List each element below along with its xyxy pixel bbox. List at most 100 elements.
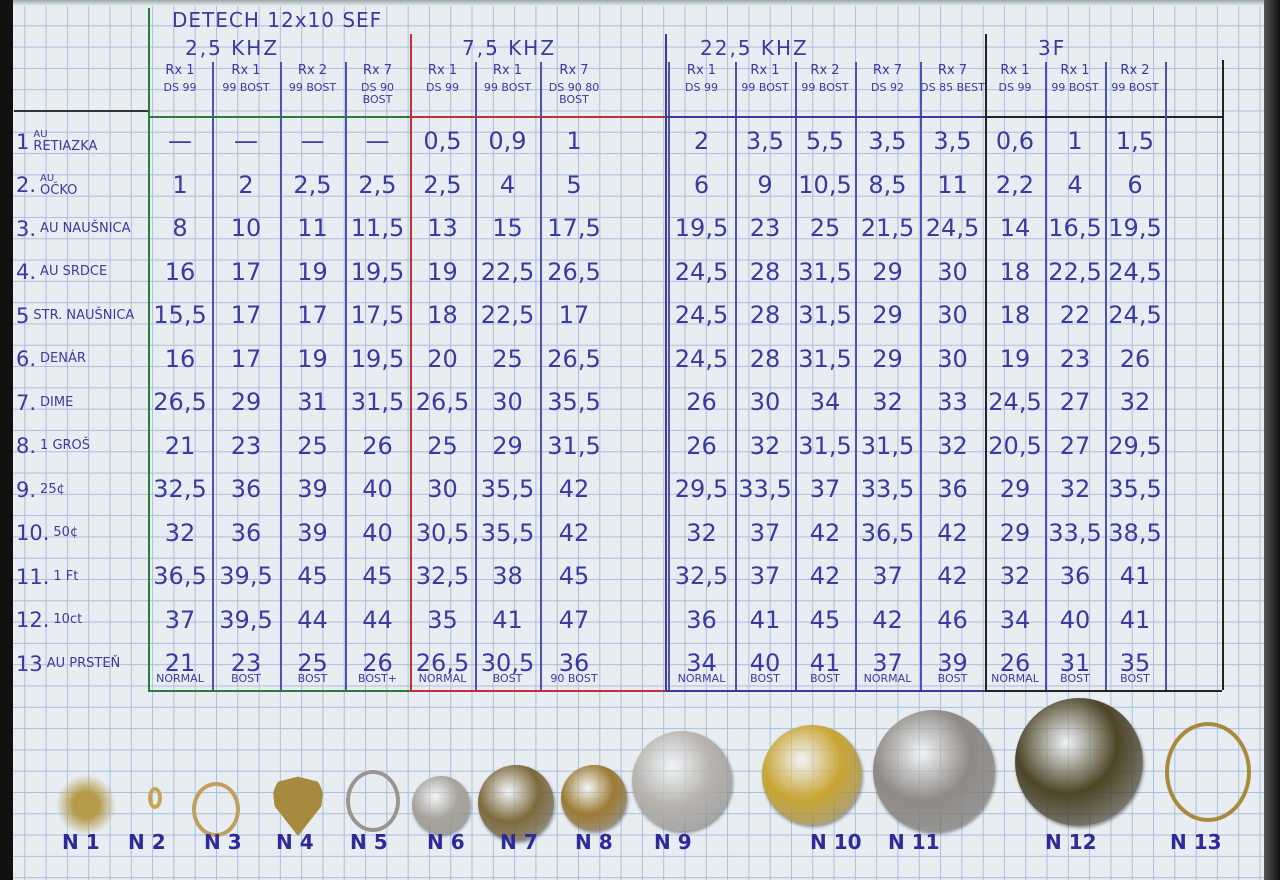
table-cell: 26,5 (415, 388, 470, 416)
table-cell: 42 (937, 562, 968, 590)
column-rx: Rx 2 (810, 63, 840, 78)
table-cell: 11 (297, 214, 328, 242)
table-cell: 39,5 (219, 562, 273, 590)
row-number: 12. (16, 608, 50, 632)
test-object-chain (55, 775, 117, 835)
table-cell: 23 (230, 649, 262, 677)
column-mode: NORMAL (418, 672, 467, 685)
table-cell: 4 (1067, 170, 1083, 199)
table-cell: 17 (558, 301, 590, 329)
table-cell: 8 (172, 214, 188, 242)
column-setting: DS 99 (685, 81, 718, 94)
row-label: 2. AU OČKO (16, 164, 144, 207)
table-cell: 25 (492, 344, 523, 373)
column-mode: 90 BOST (550, 672, 598, 685)
table-cell: 37 (809, 475, 841, 503)
table-cell: 36 (558, 649, 590, 677)
row-label: 5 STR. NAUŠNICA (16, 294, 144, 337)
group-title: 22,5 KHZ (700, 36, 809, 60)
table-cell: 44 (297, 605, 328, 634)
table-cell: 5,5 (805, 127, 845, 155)
table-cell: 32 (1119, 388, 1151, 416)
column-mode: BOST (231, 672, 261, 685)
table-cell: 6 (1127, 170, 1143, 199)
group-border-left (665, 34, 667, 690)
object-label: N 5 (350, 830, 388, 854)
column-rx: Rx 1 (750, 63, 780, 78)
object-label: N 2 (128, 830, 166, 854)
table-cell: 3,5 (868, 127, 907, 155)
table-cell: 2 (693, 127, 710, 155)
table-cell: 26 (686, 431, 717, 460)
test-object-ring (346, 770, 400, 832)
column-rx: Rx 7 (559, 63, 589, 78)
test-object-small-ring (148, 787, 162, 809)
table-cell: 24,5 (988, 388, 1042, 416)
table-cell: 27 (1059, 388, 1091, 416)
row-number: 13 (16, 651, 43, 676)
table-cell: 6 (693, 170, 710, 199)
table-cell: 26,5 (153, 388, 207, 416)
table-cell: 15 (492, 214, 523, 242)
row-label: 7. DIME (16, 381, 144, 424)
table-cell: 47 (558, 605, 590, 634)
row-name-box: DENÁR (40, 352, 86, 366)
column-mode: NORMAL (156, 672, 204, 685)
table-cell: 41 (1119, 605, 1151, 634)
column-setting: 99 BOST (741, 81, 789, 94)
table-cell: 13 (427, 214, 458, 242)
table-cell: 39 (297, 475, 328, 503)
table-cell: 22,5 (480, 257, 535, 286)
row-label: 13 AU PRSTEŇ (16, 642, 144, 685)
table-cell: 27 (1059, 431, 1091, 460)
column-setting: DS 99 (998, 81, 1032, 94)
table-cell: 31,5 (798, 301, 852, 329)
table-cell: 20,5 (988, 431, 1042, 460)
table-cell: — (234, 127, 258, 155)
column-rx: Rx 1 (427, 63, 458, 78)
test-object-coin (478, 765, 554, 841)
table-cell: 36 (1059, 562, 1091, 590)
row-name-box: 10ct (53, 613, 82, 627)
object-label: N 11 (888, 830, 940, 854)
table-cell: 39 (937, 649, 968, 677)
table-cell: 11 (937, 170, 968, 199)
test-object-coin (873, 710, 995, 832)
table-cell: 32,5 (674, 562, 729, 590)
table-cell: 24,5 (925, 214, 980, 242)
row-prefix: AU (33, 129, 48, 140)
table-cell: 26,5 (415, 649, 470, 677)
table-cell: 17 (230, 344, 262, 373)
table-cell: 22 (1059, 301, 1091, 329)
row-label: 11. 1 Ft (16, 555, 144, 598)
object-label: N 10 (810, 830, 862, 854)
table-cell: 32 (749, 431, 781, 460)
table-cell: 35,5 (547, 388, 601, 416)
group-border-top (148, 116, 410, 118)
table-cell: 29,5 (674, 475, 729, 503)
column-divider (475, 62, 477, 690)
test-object-earring (192, 782, 240, 837)
table-cell: 42 (558, 475, 590, 503)
column-mode: BOST (492, 672, 523, 685)
table-cell: 24,5 (674, 301, 729, 329)
column-divider (1165, 62, 1167, 690)
table-cell: 26 (686, 388, 717, 416)
table-cell: — (365, 127, 390, 155)
column-mode: BOST (1060, 672, 1090, 685)
column-rx: Rx 2 (1120, 63, 1150, 78)
test-object-heart (272, 776, 324, 836)
table-cell: 25 (297, 649, 328, 677)
table-cell: 31,5 (798, 431, 852, 460)
group-border-bottom (148, 690, 410, 692)
table-cell: 41 (492, 605, 523, 634)
table-cell: 19,5 (350, 344, 405, 373)
row-number: 11. (16, 564, 50, 589)
group-border-left (985, 34, 987, 690)
column-setting: 99 BOST (288, 81, 337, 94)
table-cell: 29 (230, 388, 262, 416)
table-cell: 19 (427, 257, 458, 286)
table-cell: 31,5 (798, 257, 852, 286)
table-cell: 42 (558, 518, 590, 547)
group-title: 2,5 KHZ (185, 36, 280, 60)
